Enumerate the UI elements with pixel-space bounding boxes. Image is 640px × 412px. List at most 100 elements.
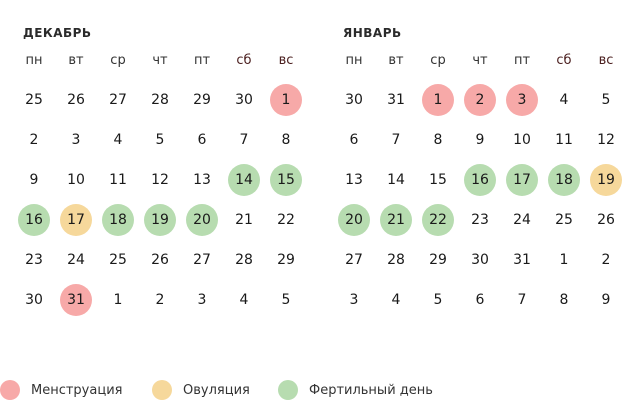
day-cell[interactable]: 9 bbox=[475, 132, 485, 148]
day-cell[interactable]: 30 bbox=[345, 92, 363, 108]
weekday-header: вс bbox=[598, 53, 614, 68]
day-cell-fertile[interactable]: 18 bbox=[102, 204, 134, 236]
day-cell-menstruation[interactable]: 1 bbox=[270, 84, 302, 116]
day-cell[interactable]: 29 bbox=[429, 252, 447, 268]
day-cell[interactable]: 30 bbox=[471, 252, 489, 268]
day-cell-ovulation[interactable]: 17 bbox=[60, 204, 92, 236]
day-cell-fertile[interactable]: 19 bbox=[144, 204, 176, 236]
day-cell[interactable]: 13 bbox=[345, 172, 363, 188]
day-cell[interactable]: 24 bbox=[513, 212, 531, 228]
day-cell[interactable]: 23 bbox=[471, 212, 489, 228]
weekday-header: чт bbox=[152, 53, 168, 68]
day-cell[interactable]: 7 bbox=[391, 132, 401, 148]
day-cell[interactable]: 5 bbox=[281, 292, 291, 308]
weekday-header: вт bbox=[388, 53, 404, 68]
day-cell[interactable]: 3 bbox=[71, 132, 81, 148]
day-cell[interactable]: 29 bbox=[193, 92, 211, 108]
day-cell-fertile[interactable]: 16 bbox=[464, 164, 496, 196]
ovulation-dot-icon bbox=[152, 380, 172, 400]
day-cell[interactable]: 12 bbox=[151, 172, 169, 188]
day-cell[interactable]: 28 bbox=[151, 92, 169, 108]
day-cell[interactable]: 30 bbox=[235, 92, 253, 108]
day-cell[interactable]: 3 bbox=[349, 292, 359, 308]
day-cell[interactable]: 8 bbox=[433, 132, 443, 148]
day-cell[interactable]: 27 bbox=[109, 92, 127, 108]
day-cell[interactable]: 11 bbox=[109, 172, 127, 188]
day-cell[interactable]: 23 bbox=[25, 252, 43, 268]
day-cell[interactable]: 22 bbox=[277, 212, 295, 228]
day-cell-ovulation[interactable]: 19 bbox=[590, 164, 622, 196]
day-cell[interactable]: 29 bbox=[277, 252, 295, 268]
day-cell[interactable]: 25 bbox=[25, 92, 43, 108]
day-cell[interactable]: 26 bbox=[151, 252, 169, 268]
weekday-header: сб bbox=[236, 53, 252, 68]
day-cell-fertile[interactable]: 20 bbox=[338, 204, 370, 236]
day-cell[interactable]: 7 bbox=[517, 292, 527, 308]
day-cell[interactable]: 3 bbox=[197, 292, 207, 308]
menstruation-dot-icon bbox=[0, 380, 20, 400]
day-cell[interactable]: 10 bbox=[67, 172, 85, 188]
day-cell[interactable]: 5 bbox=[433, 292, 443, 308]
fertile-dot-icon bbox=[278, 380, 298, 400]
day-cell-menstruation[interactable]: 1 bbox=[422, 84, 454, 116]
day-cell-fertile[interactable]: 21 bbox=[380, 204, 412, 236]
day-cell[interactable]: 15 bbox=[429, 172, 447, 188]
day-cell[interactable]: 5 bbox=[155, 132, 165, 148]
day-cell[interactable]: 9 bbox=[601, 292, 611, 308]
day-cell[interactable]: 12 bbox=[597, 132, 615, 148]
weekday-header: ср bbox=[430, 53, 446, 68]
day-cell-fertile[interactable]: 15 bbox=[270, 164, 302, 196]
day-cell[interactable]: 2 bbox=[155, 292, 165, 308]
day-cell[interactable]: 24 bbox=[67, 252, 85, 268]
day-cell-menstruation[interactable]: 31 bbox=[60, 284, 92, 316]
day-cell[interactable]: 7 bbox=[239, 132, 249, 148]
day-cell-menstruation[interactable]: 3 bbox=[506, 84, 538, 116]
day-cell[interactable]: 2 bbox=[29, 132, 39, 148]
day-cell[interactable]: 21 bbox=[235, 212, 253, 228]
day-cell[interactable]: 28 bbox=[387, 252, 405, 268]
day-cell[interactable]: 25 bbox=[555, 212, 573, 228]
day-cell-fertile[interactable]: 22 bbox=[422, 204, 454, 236]
day-cell[interactable]: 4 bbox=[113, 132, 123, 148]
day-cell[interactable]: 2 bbox=[601, 252, 611, 268]
day-cell[interactable]: 27 bbox=[345, 252, 363, 268]
day-cell[interactable]: 25 bbox=[109, 252, 127, 268]
weekday-header: сб bbox=[556, 53, 572, 68]
legend-label: Фертильный день bbox=[309, 382, 433, 398]
day-cell[interactable]: 14 bbox=[387, 172, 405, 188]
day-cell[interactable]: 13 bbox=[193, 172, 211, 188]
day-cell[interactable]: 11 bbox=[555, 132, 573, 148]
day-cell[interactable]: 28 bbox=[235, 252, 253, 268]
day-cell[interactable]: 10 bbox=[513, 132, 531, 148]
day-cell[interactable]: 26 bbox=[597, 212, 615, 228]
month-title: ЯНВАРЬ bbox=[343, 26, 402, 40]
day-cell[interactable]: 4 bbox=[391, 292, 401, 308]
month-title: ДЕКАБРЬ bbox=[23, 26, 92, 40]
calendar-january: ЯНВАРЬ пн вт ср чт пт сб вс 30 31 1 2 3 4 5 6 7 8 9 10 11 12… bbox=[333, 0, 633, 330]
day-cell[interactable]: 8 bbox=[281, 132, 291, 148]
day-cell[interactable]: 4 bbox=[239, 292, 249, 308]
day-cell-fertile[interactable]: 17 bbox=[506, 164, 538, 196]
day-cell[interactable]: 1 bbox=[113, 292, 123, 308]
day-cell[interactable]: 8 bbox=[559, 292, 569, 308]
day-cell[interactable]: 6 bbox=[475, 292, 485, 308]
day-cell[interactable]: 27 bbox=[193, 252, 211, 268]
day-cell-fertile[interactable]: 20 bbox=[186, 204, 218, 236]
day-cell[interactable]: 1 bbox=[559, 252, 569, 268]
legend-label: Менструация bbox=[31, 382, 123, 398]
day-cell[interactable]: 5 bbox=[601, 92, 611, 108]
day-cell[interactable]: 9 bbox=[29, 172, 39, 188]
day-cell[interactable]: 31 bbox=[513, 252, 531, 268]
day-cell-fertile[interactable]: 18 bbox=[548, 164, 580, 196]
day-cell[interactable]: 31 bbox=[387, 92, 405, 108]
day-cell-menstruation[interactable]: 2 bbox=[464, 84, 496, 116]
day-cell[interactable]: 6 bbox=[349, 132, 359, 148]
day-cell[interactable]: 30 bbox=[25, 292, 43, 308]
weekday-header: вс bbox=[278, 53, 294, 68]
day-cell-fertile[interactable]: 14 bbox=[228, 164, 260, 196]
day-cell-fertile[interactable]: 16 bbox=[18, 204, 50, 236]
day-cell[interactable]: 6 bbox=[197, 132, 207, 148]
day-cell[interactable]: 4 bbox=[559, 92, 569, 108]
weekday-header: пт bbox=[193, 53, 211, 68]
day-cell[interactable]: 26 bbox=[67, 92, 85, 108]
